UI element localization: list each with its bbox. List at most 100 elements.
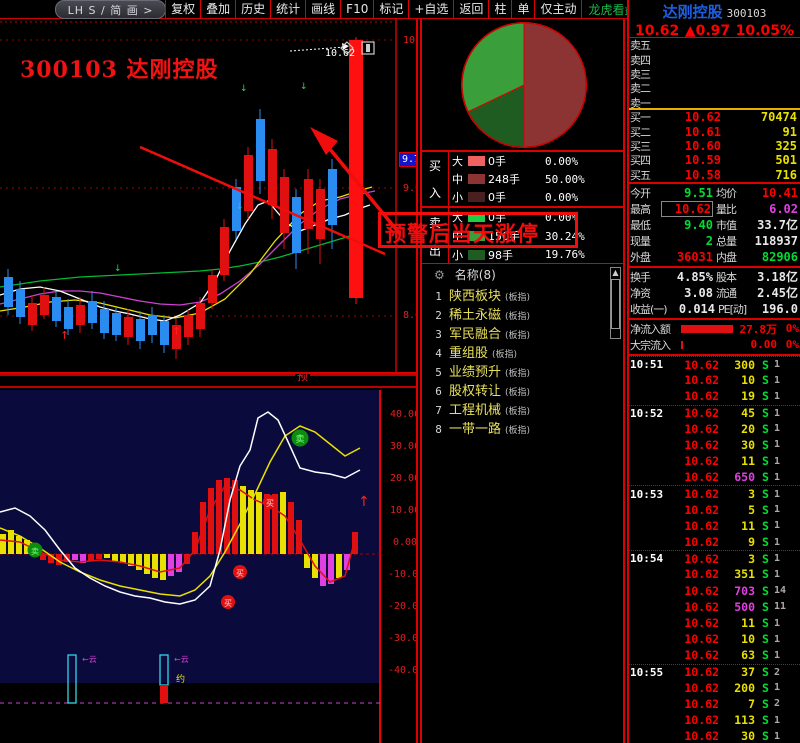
stat-key-2: 总量 [716, 234, 737, 248]
scrollbar-thumb[interactable] [611, 279, 620, 329]
flow-color-swatch [468, 174, 485, 184]
ask-row-5[interactable]: 卖五 [629, 38, 800, 52]
flow-color-swatch [468, 231, 485, 241]
bid-row-4[interactable]: 买四 10.59 501 [629, 153, 800, 167]
ind-tick-30: 30.00 [390, 441, 418, 452]
ask-label: 卖三 [630, 67, 651, 81]
toolbar-btn-jinzhudong[interactable]: 仅主动 [534, 0, 583, 18]
item-tag: (板指) [505, 388, 531, 398]
ask-row-2[interactable]: 卖二 [629, 81, 800, 95]
table-row: 10:52 10.62 45 S 1 [629, 404, 800, 421]
svg-text:↑: ↑ [60, 329, 69, 342]
tick-side: S [762, 357, 769, 372]
svg-text:卖: 卖 [31, 547, 39, 556]
ask-row-3[interactable]: 卖三 [629, 67, 800, 81]
bid-volume: 325 [775, 138, 797, 153]
flow-amount: 98手 [488, 248, 513, 262]
tick-count: 1 [774, 714, 781, 726]
toolbar-btn-zhu[interactable]: 柱 [488, 0, 513, 18]
list-item[interactable]: 3 军民融合 (板指) [422, 323, 623, 342]
svg-text:↓: ↓ [114, 264, 122, 274]
gear-icon[interactable]: ⚙ [434, 267, 445, 282]
toolbar-btn-fuquan[interactable]: 复权 [165, 0, 202, 18]
list-item[interactable]: 6 股权转让 (板指) [422, 380, 623, 399]
tick-price: 10.62 [684, 421, 719, 436]
ind-tick-m30: -30.00 [388, 633, 418, 644]
toolbar-btn-f10[interactable]: F10 [340, 0, 375, 18]
tick-side: S [762, 632, 769, 647]
diamond-icon [340, 41, 354, 55]
concept-list[interactable]: 1 陕西板块 (板指) 2 稀土永磁 (板指) 3 军民融合 (板指) 4 重组… [422, 285, 623, 437]
stat-row-high: 最高 10.62 量比 6.02 [629, 200, 800, 217]
ask-row-4[interactable]: 卖四 [629, 52, 800, 67]
stat-value: 10.62 [661, 200, 713, 217]
stat-value: 36031 [676, 249, 713, 264]
bid-label: 买四 [630, 154, 651, 168]
concept-list-scrollbar[interactable]: ▲ [610, 267, 621, 339]
chart-marker-icons[interactable] [340, 41, 380, 55]
stock-name: 达刚控股 [662, 3, 723, 21]
toolbar-btn-fanhui[interactable]: 返回 [453, 0, 490, 18]
toolbar-btn-diejia[interactable]: 叠加 [200, 0, 237, 18]
money-flow-value: 27.8万 [739, 322, 778, 336]
indicator-panel[interactable]: 预 [0, 374, 418, 743]
tick-count: 1 [774, 568, 781, 580]
item-tag: (板指) [505, 369, 531, 379]
toolbar-btn-biaoji[interactable]: 标记 [373, 0, 410, 18]
stat-key-2: 流通 [716, 286, 737, 300]
tick-volume: 500 [734, 599, 755, 614]
bid-label: 买五 [630, 168, 651, 182]
toolbar-btn-zixuan[interactable]: +自选 [408, 0, 455, 18]
kline-canvas[interactable]: ↓ ↓ ↓ ↓ ↑ ↑ [0, 19, 418, 374]
indicator-canvas[interactable]: 卖 卖 买 买 买 ↑ ←云 ←云 约 [0, 390, 418, 743]
toolbar-btn-lishi[interactable]: 历史 [235, 0, 272, 18]
tick-volume: 20 [741, 421, 755, 436]
item-name: 重组股 [449, 346, 489, 361]
kline-chart-panel[interactable]: ↓ ↓ ↓ ↓ ↑ ↑ 300103 达刚控股 10.62 10.61 9.76 9.… [0, 19, 418, 374]
tick-count: 1 [774, 390, 781, 402]
bid-row-2[interactable]: 买二 10.61 91 [629, 124, 800, 139]
toolbar-btn-dan[interactable]: 单 [511, 0, 536, 18]
chart-watermark: 300103 达刚控股 [20, 57, 219, 83]
app-logo[interactable]: LH S / 简 画 > [55, 0, 167, 19]
list-item[interactable]: 7 工程机械 (板指) [422, 399, 623, 418]
toolbar-btn-huaxian[interactable]: 画线 [305, 0, 342, 18]
tick-price: 10.62 [684, 535, 719, 550]
pie-slice-sell-small [467, 83, 524, 147]
tick-side: S [762, 470, 769, 485]
list-item[interactable]: 1 陕西板块 (板指) [422, 285, 623, 304]
money-flow-block: 净流入额 27.8万 0% 大宗流入 0.00 0% [629, 320, 800, 356]
item-index: 6 [435, 385, 442, 398]
stat-value: 2 [705, 233, 713, 248]
flow-pct: 50.00% [545, 172, 585, 186]
bid-row-3[interactable]: 买三 10.60 325 [629, 139, 800, 153]
ask-row-1[interactable]: 卖一 [629, 96, 800, 110]
scroll-up-arrow[interactable]: ▲ [612, 268, 619, 277]
bid-row-1[interactable]: 买一 10.62 70474 [629, 110, 800, 124]
bid-price: 10.62 [684, 110, 721, 125]
tick-count: 1 [774, 407, 781, 419]
flow-side-char-1: 买 [428, 159, 441, 173]
toolbar-btn-tongji[interactable]: 统计 [270, 0, 307, 18]
tick-volume: 113 [734, 713, 755, 728]
flow-size-label: 中 [452, 173, 463, 186]
tick-volume: 11 [741, 454, 755, 469]
list-item[interactable]: 5 业绩预升 (板指) [422, 361, 623, 380]
list-item[interactable]: 8 一带一路 (板指) [422, 418, 623, 437]
flow-color-swatch [468, 249, 485, 260]
list-item[interactable]: 2 稀土永磁 (板指) [422, 304, 623, 323]
tick-count: 1 [774, 504, 781, 516]
tick-price: 10.62 [684, 648, 719, 663]
tick-tape[interactable]: 10:51 10.62 300 S 1 10.62 10 S 1 10.62 1… [629, 355, 800, 743]
tick-side: S [762, 518, 769, 533]
square-icon [361, 41, 375, 55]
bid-row-5[interactable]: 买五 10.58 716 [629, 168, 800, 182]
table-row: 10.62 11 S 1 [629, 518, 800, 534]
tick-time: 10:55 [630, 665, 664, 679]
tick-volume: 45 [741, 406, 755, 421]
ind-tick-m10: -10.00 [388, 569, 418, 580]
tick-volume: 10 [741, 373, 755, 388]
tick-volume: 30 [741, 437, 755, 452]
list-item[interactable]: 4 重组股 (板指) [422, 342, 623, 361]
